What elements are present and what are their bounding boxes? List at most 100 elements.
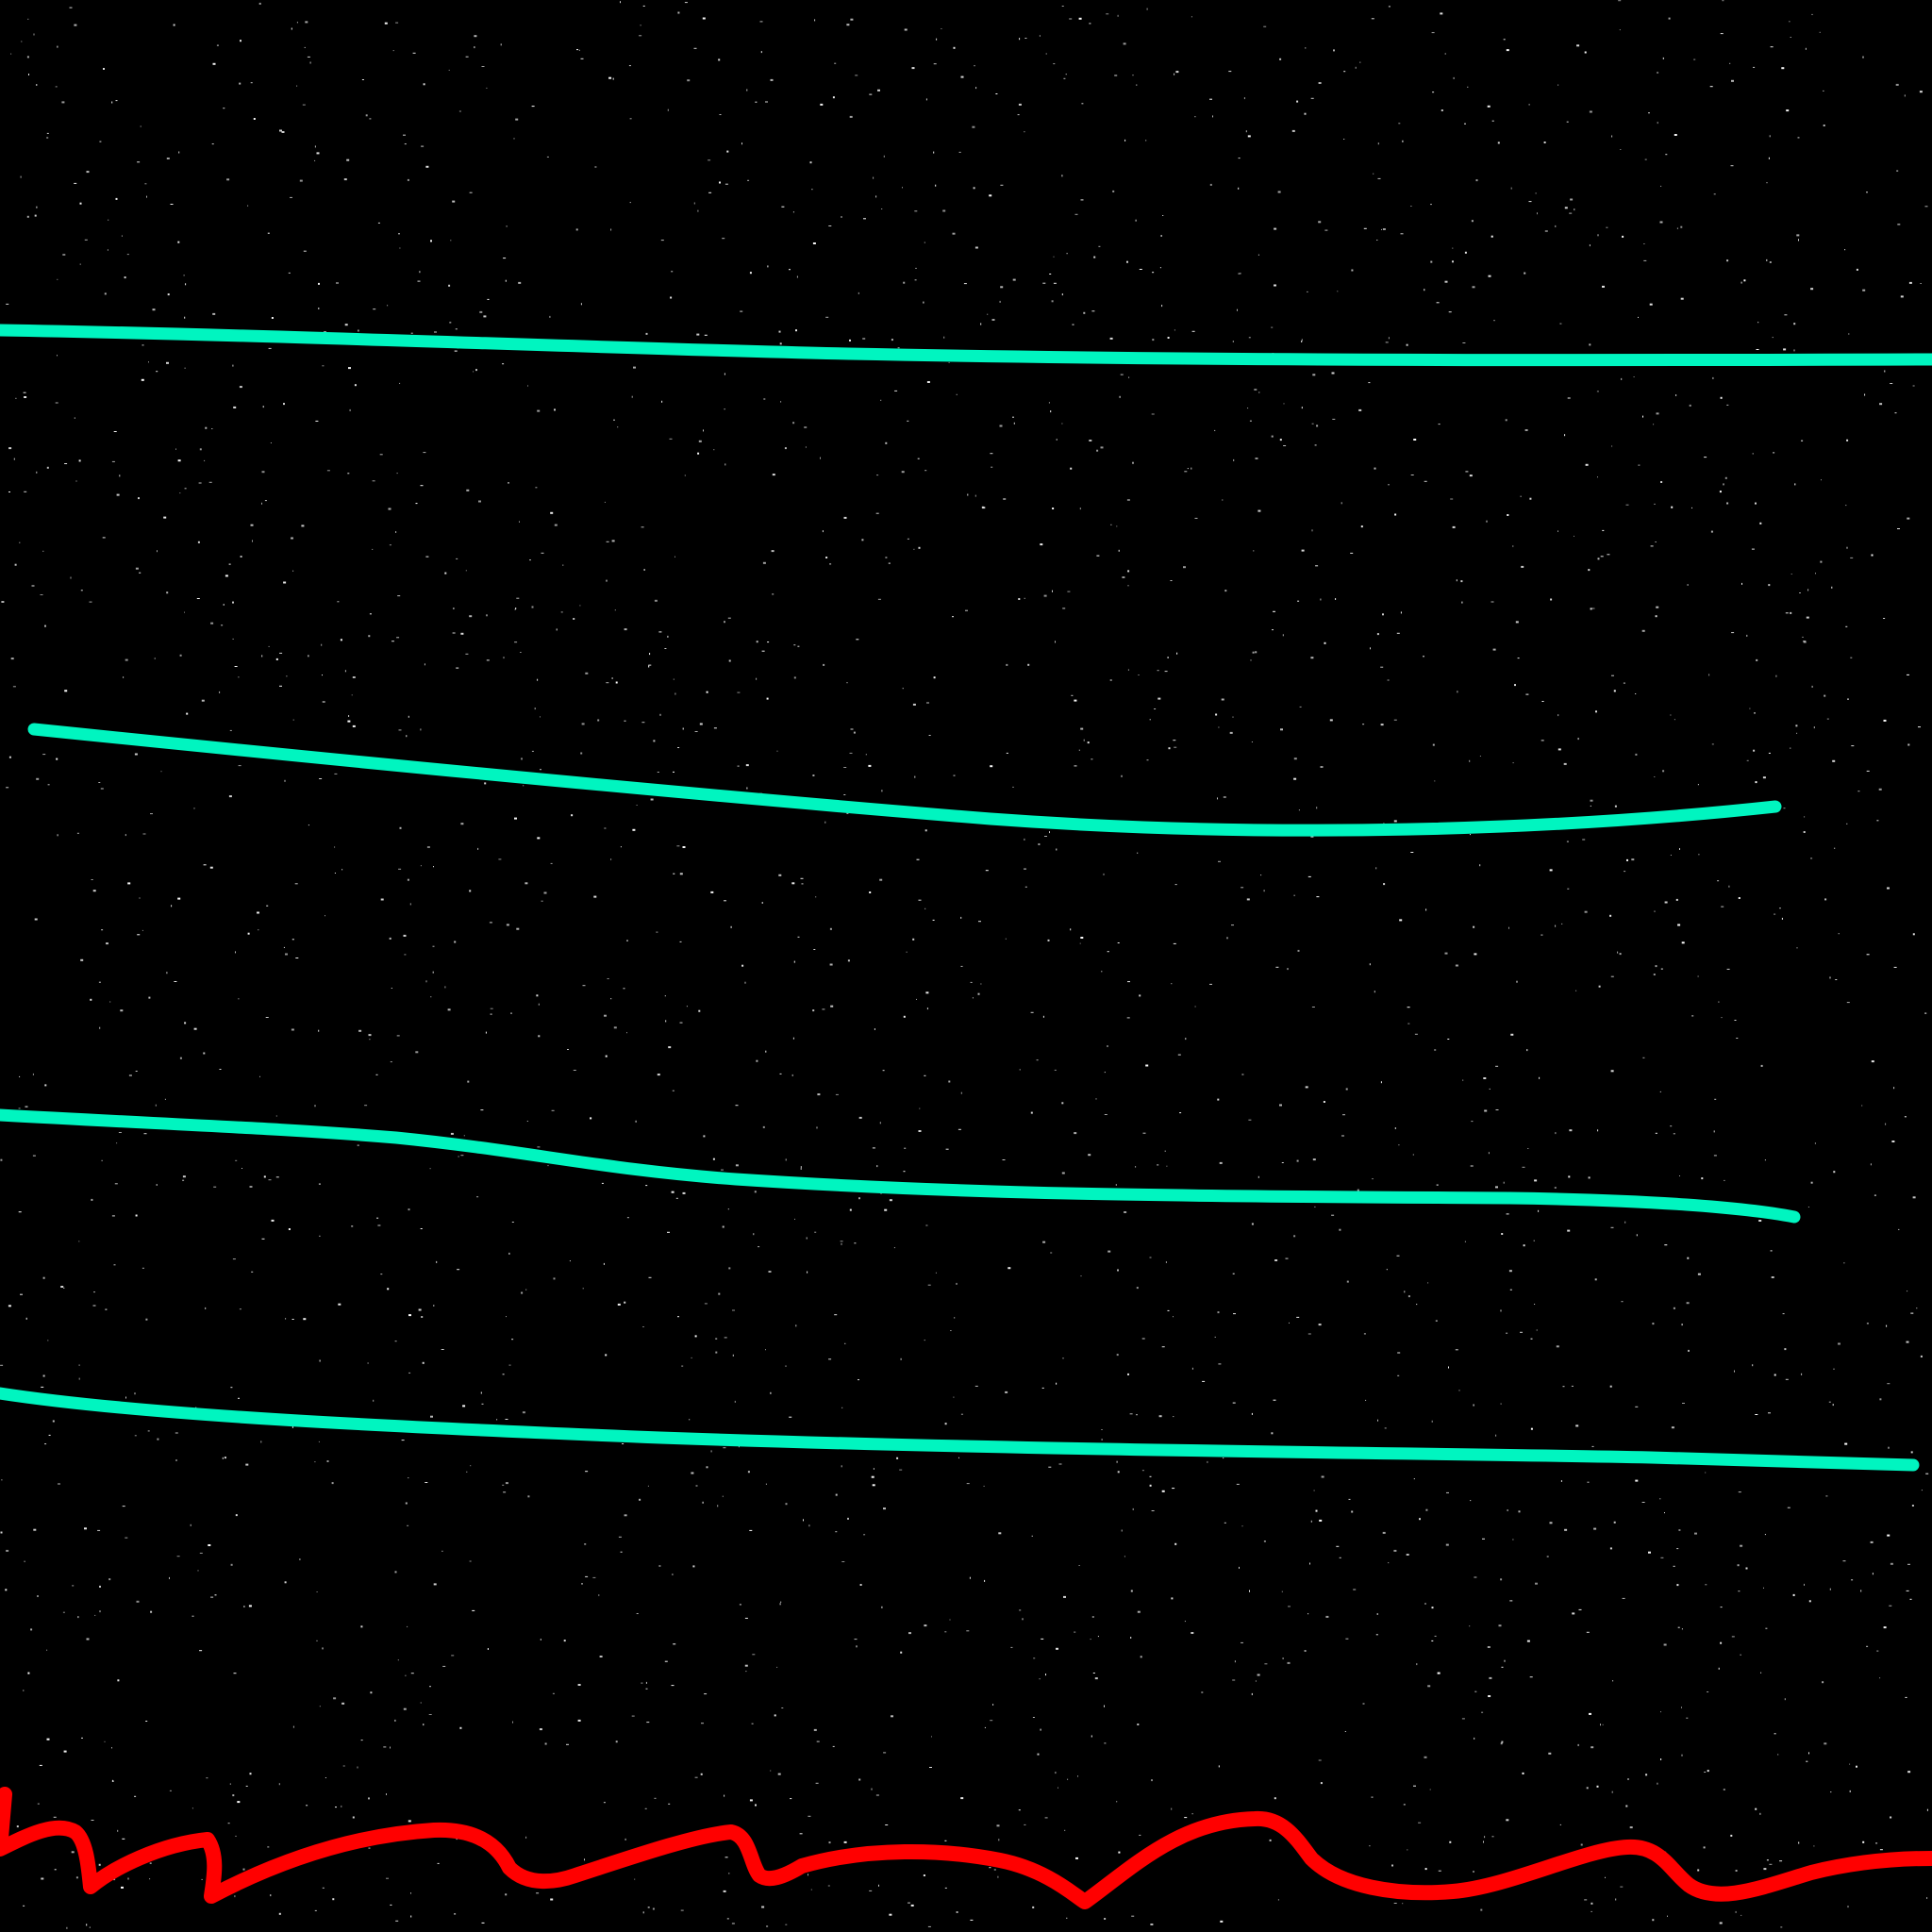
star xyxy=(841,1561,845,1562)
star xyxy=(232,638,234,640)
star xyxy=(749,272,752,275)
star xyxy=(1287,968,1289,971)
star xyxy=(1423,656,1424,658)
star xyxy=(998,1532,1002,1535)
star xyxy=(86,171,90,174)
star xyxy=(628,65,631,67)
star xyxy=(1571,1385,1574,1387)
star xyxy=(1345,1088,1348,1091)
star xyxy=(1861,1105,1863,1107)
star xyxy=(1505,419,1507,422)
star xyxy=(1753,749,1756,752)
star xyxy=(121,235,123,237)
star xyxy=(121,1886,124,1889)
star xyxy=(224,1457,226,1459)
star xyxy=(1173,1416,1174,1418)
star xyxy=(506,1316,507,1318)
star xyxy=(1331,1214,1335,1216)
star xyxy=(89,601,92,603)
star xyxy=(32,1073,34,1075)
star xyxy=(1431,1607,1434,1609)
star xyxy=(368,1847,371,1849)
star xyxy=(474,35,477,38)
star xyxy=(122,1506,125,1507)
star xyxy=(925,98,927,101)
star xyxy=(1682,1403,1685,1404)
star xyxy=(27,18,29,20)
star xyxy=(950,1330,952,1331)
star xyxy=(758,1246,760,1248)
star xyxy=(505,1419,508,1420)
star xyxy=(432,945,435,947)
star xyxy=(1194,116,1196,118)
star xyxy=(1413,1785,1416,1787)
star xyxy=(626,1032,627,1034)
star xyxy=(1350,552,1354,554)
star xyxy=(1642,415,1643,418)
star xyxy=(1104,1742,1107,1744)
star xyxy=(369,1039,371,1041)
star xyxy=(1487,1646,1491,1648)
star xyxy=(1171,1597,1174,1600)
star xyxy=(606,541,609,542)
star xyxy=(1509,1600,1513,1602)
star xyxy=(584,1543,587,1545)
star xyxy=(271,1219,275,1222)
star xyxy=(610,858,612,860)
star xyxy=(1676,227,1678,229)
star xyxy=(1728,885,1730,888)
star xyxy=(1611,135,1613,138)
star xyxy=(1376,1613,1378,1615)
star xyxy=(1570,198,1574,201)
star xyxy=(452,200,456,203)
star xyxy=(835,1093,839,1095)
star xyxy=(1757,322,1759,324)
star xyxy=(496,1419,498,1421)
star xyxy=(469,192,473,193)
star xyxy=(316,1591,318,1592)
star xyxy=(1146,8,1148,10)
star xyxy=(1541,740,1544,741)
star xyxy=(1096,555,1100,557)
star xyxy=(415,1051,419,1054)
star xyxy=(481,66,485,67)
star xyxy=(796,275,798,278)
star xyxy=(652,1907,655,1910)
star xyxy=(268,1179,272,1181)
star xyxy=(1368,382,1371,384)
star xyxy=(1065,74,1067,75)
star xyxy=(1907,1771,1911,1774)
star xyxy=(1101,1439,1103,1441)
star xyxy=(990,1720,993,1722)
star xyxy=(178,151,180,154)
star xyxy=(1774,913,1776,915)
star xyxy=(753,1233,755,1236)
star xyxy=(1806,1760,1808,1762)
star xyxy=(684,2,688,4)
star xyxy=(846,682,848,684)
star xyxy=(290,196,292,198)
star xyxy=(23,1690,25,1691)
star xyxy=(1257,1674,1260,1676)
star xyxy=(1920,283,1922,284)
star xyxy=(1166,1165,1168,1167)
star xyxy=(1567,1229,1571,1232)
star xyxy=(1104,1072,1106,1074)
star xyxy=(770,78,774,81)
star xyxy=(1910,1312,1914,1314)
star xyxy=(577,1719,581,1722)
star xyxy=(944,1840,947,1841)
star xyxy=(147,1430,150,1432)
star xyxy=(944,1887,947,1889)
star xyxy=(1736,1038,1739,1039)
star xyxy=(792,422,795,425)
star xyxy=(778,874,782,876)
star xyxy=(8,447,12,450)
star xyxy=(923,1874,925,1876)
star xyxy=(624,628,627,631)
star xyxy=(1006,663,1008,666)
star xyxy=(1311,529,1313,532)
star xyxy=(885,1824,889,1825)
star xyxy=(1782,1313,1785,1315)
